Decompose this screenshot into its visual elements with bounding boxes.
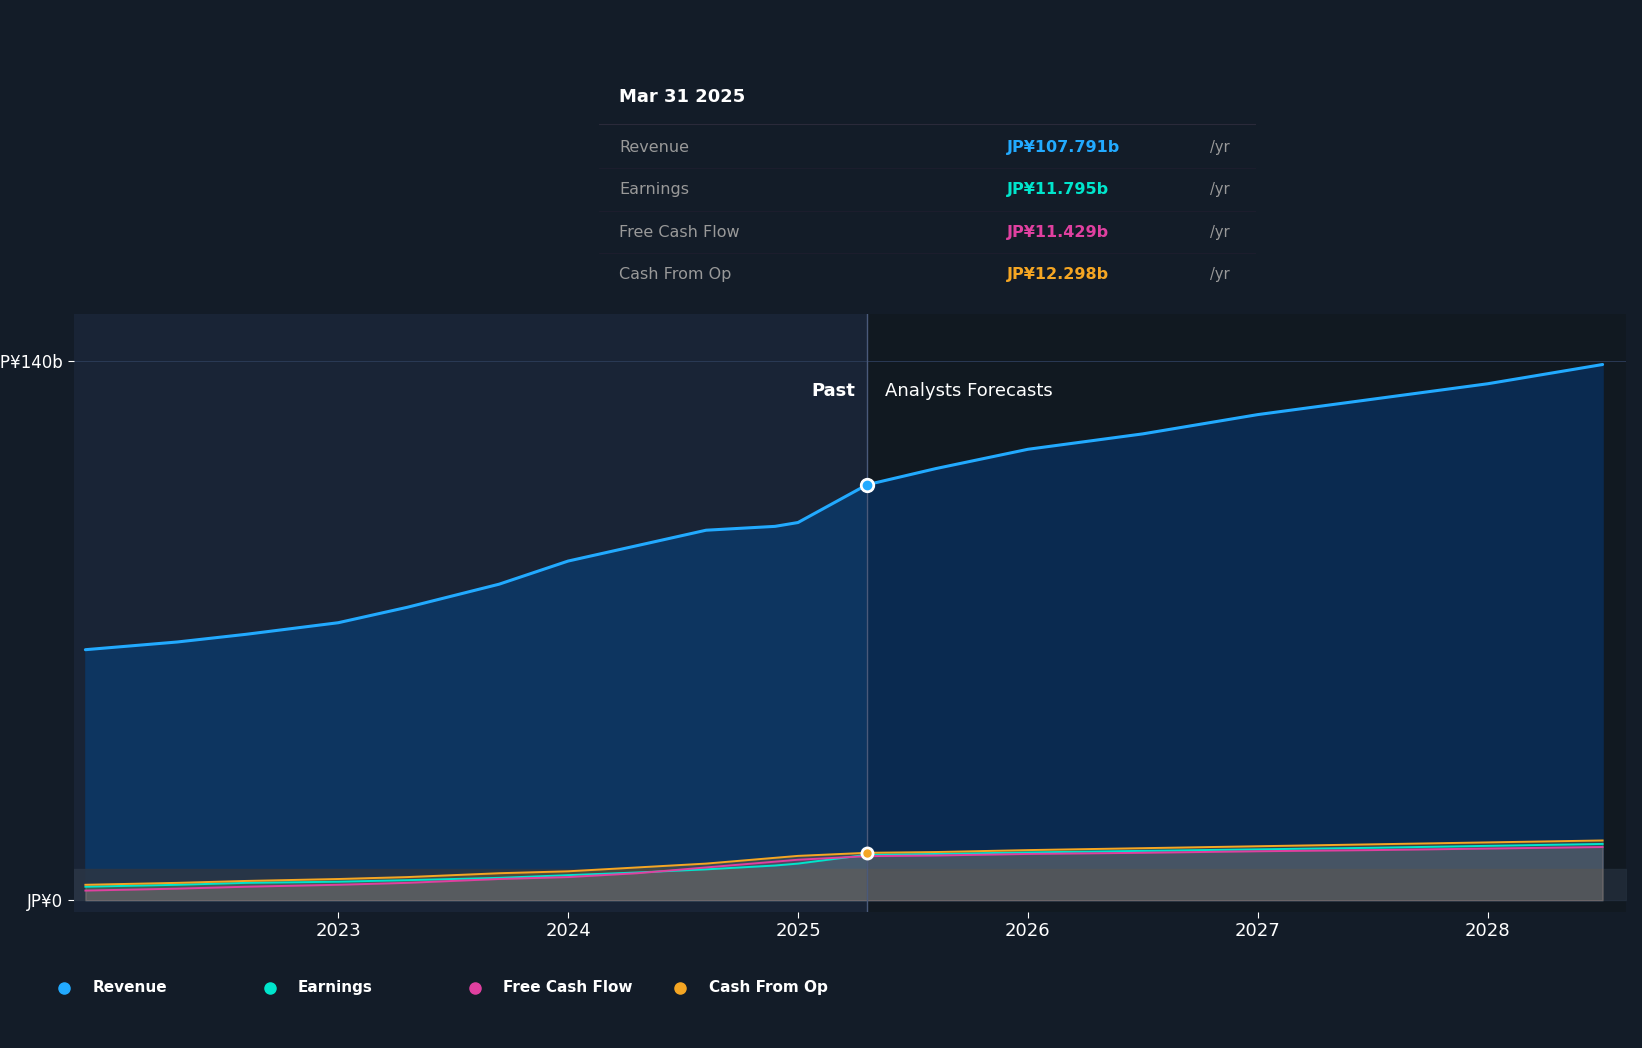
Text: /yr: /yr xyxy=(1210,182,1230,197)
Text: Cash From Op: Cash From Op xyxy=(619,267,731,282)
Text: Cash From Op: Cash From Op xyxy=(709,980,828,996)
Text: Revenue: Revenue xyxy=(619,139,690,155)
Text: Past: Past xyxy=(811,383,855,400)
Text: /yr: /yr xyxy=(1210,139,1230,155)
Text: Revenue: Revenue xyxy=(92,980,167,996)
Text: Free Cash Flow: Free Cash Flow xyxy=(619,224,739,240)
Text: JP¥107.791b: JP¥107.791b xyxy=(1007,139,1120,155)
Text: Earnings: Earnings xyxy=(299,980,373,996)
Text: JP¥11.795b: JP¥11.795b xyxy=(1007,182,1108,197)
Text: /yr: /yr xyxy=(1210,267,1230,282)
Text: Earnings: Earnings xyxy=(619,182,690,197)
Bar xyxy=(74,314,867,912)
Text: JP¥11.429b: JP¥11.429b xyxy=(1007,224,1108,240)
Text: Analysts Forecasts: Analysts Forecasts xyxy=(885,383,1053,400)
Text: JP¥12.298b: JP¥12.298b xyxy=(1007,267,1108,282)
Text: /yr: /yr xyxy=(1210,224,1230,240)
Bar xyxy=(867,314,1626,912)
Text: Free Cash Flow: Free Cash Flow xyxy=(504,980,632,996)
Text: Mar 31 2025: Mar 31 2025 xyxy=(619,88,745,106)
